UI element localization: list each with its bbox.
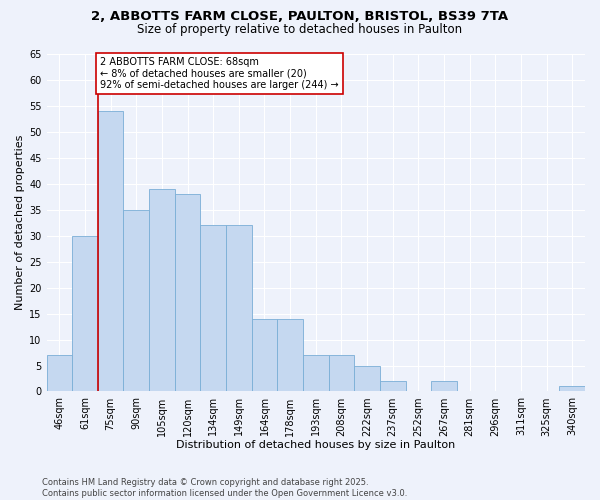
Text: 2, ABBOTTS FARM CLOSE, PAULTON, BRISTOL, BS39 7TA: 2, ABBOTTS FARM CLOSE, PAULTON, BRISTOL,…	[91, 10, 509, 23]
Bar	[200, 226, 226, 392]
Bar	[277, 319, 303, 392]
Bar	[98, 111, 124, 392]
Text: 2 ABBOTTS FARM CLOSE: 68sqm
← 8% of detached houses are smaller (20)
92% of semi: 2 ABBOTTS FARM CLOSE: 68sqm ← 8% of deta…	[100, 56, 339, 90]
Bar	[47, 355, 72, 392]
Bar	[329, 355, 354, 392]
Bar	[226, 226, 251, 392]
X-axis label: Distribution of detached houses by size in Paulton: Distribution of detached houses by size …	[176, 440, 455, 450]
Bar	[124, 210, 149, 392]
Bar	[175, 194, 200, 392]
Text: Size of property relative to detached houses in Paulton: Size of property relative to detached ho…	[137, 22, 463, 36]
Bar	[354, 366, 380, 392]
Bar	[380, 381, 406, 392]
Bar	[303, 355, 329, 392]
Bar	[251, 319, 277, 392]
Bar	[559, 386, 585, 392]
Bar	[149, 189, 175, 392]
Text: Contains HM Land Registry data © Crown copyright and database right 2025.
Contai: Contains HM Land Registry data © Crown c…	[42, 478, 407, 498]
Bar	[72, 236, 98, 392]
Bar	[431, 381, 457, 392]
Y-axis label: Number of detached properties: Number of detached properties	[15, 135, 25, 310]
